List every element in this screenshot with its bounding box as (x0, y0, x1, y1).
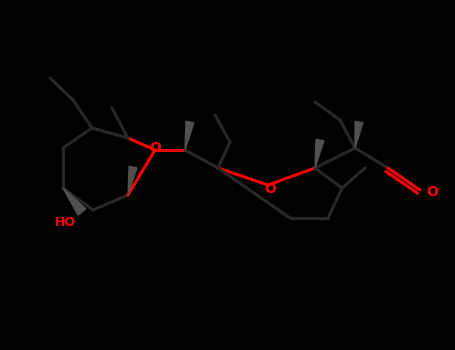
Text: O: O (149, 141, 161, 155)
Polygon shape (355, 121, 363, 148)
Text: O: O (264, 182, 276, 196)
Polygon shape (315, 139, 324, 168)
Polygon shape (185, 121, 194, 150)
Text: HO: HO (55, 216, 76, 229)
Polygon shape (128, 166, 137, 195)
Polygon shape (63, 188, 86, 215)
Text: O: O (426, 185, 438, 199)
